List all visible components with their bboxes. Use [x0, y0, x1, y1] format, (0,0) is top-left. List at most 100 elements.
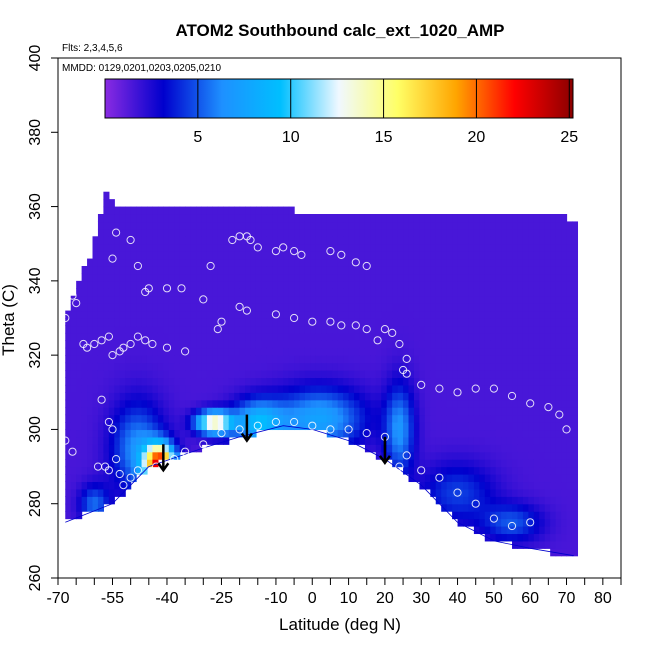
heatmap-cell: [92, 459, 99, 468]
heatmap-cell: [446, 340, 453, 349]
heatmap-cell: [87, 347, 94, 356]
heatmap-cell: [533, 295, 540, 304]
sample-point: [108, 425, 117, 434]
heatmap-cell: [452, 444, 459, 453]
heatmap-cell: [413, 474, 421, 483]
heatmap-cell: [392, 288, 399, 297]
heatmap-cell: [283, 251, 290, 260]
heatmap-cell: [108, 488, 115, 497]
heatmap-cell: [81, 399, 88, 408]
heatmap-cell: [457, 429, 464, 438]
heatmap-cell: [533, 370, 540, 379]
heatmap-cell: [283, 266, 290, 275]
heatmap-cell: [288, 340, 295, 349]
heatmap-cell: [413, 280, 421, 289]
heatmap-cell: [288, 332, 295, 341]
heatmap-cell: [157, 236, 164, 245]
heatmap-cell: [125, 466, 132, 475]
heatmap-cell: [501, 236, 508, 245]
heatmap-cell: [479, 243, 486, 252]
heatmap-cell: [528, 258, 535, 267]
heatmap-cell: [468, 474, 475, 483]
heatmap-cell: [441, 221, 448, 230]
heatmap-cell: [228, 325, 235, 334]
heatmap-cell: [386, 370, 393, 379]
heatmap-cell: [304, 303, 312, 312]
heatmap-cell: [512, 310, 519, 319]
heatmap-cell: [370, 407, 377, 416]
heatmap-cell: [435, 451, 442, 460]
heatmap-cell: [87, 362, 94, 371]
heatmap-cell: [266, 384, 273, 393]
heatmap-cell: [190, 355, 197, 364]
heatmap-cell: [517, 310, 524, 319]
heatmap-cell: [261, 236, 268, 245]
heatmap-cell: [463, 258, 470, 267]
heatmap-cell: [174, 355, 181, 364]
heatmap-cell: [544, 340, 551, 349]
heatmap-cell: [386, 355, 393, 364]
heatmap-cell: [196, 377, 203, 386]
heatmap-cell: [201, 377, 208, 386]
heatmap-cell: [517, 422, 524, 431]
heatmap-cell: [146, 318, 154, 327]
heatmap-cell: [294, 310, 301, 319]
heatmap-cell: [517, 228, 524, 237]
heatmap-cell: [484, 392, 491, 401]
heatmap-cell: [506, 340, 513, 349]
heatmap-cell: [539, 526, 546, 535]
heatmap-cell: [555, 280, 562, 289]
heatmap-cell: [354, 325, 361, 334]
heatmap-cell: [506, 243, 513, 252]
heatmap-cell: [452, 325, 459, 334]
heatmap-cell: [125, 295, 132, 304]
heatmap-cell: [326, 318, 333, 327]
heatmap-cell: [392, 295, 399, 304]
heatmap-cell: [103, 355, 110, 364]
heatmap-cell: [65, 481, 72, 490]
heatmap-cell: [294, 392, 301, 401]
heatmap-cell: [168, 295, 175, 304]
heatmap-cell: [364, 303, 371, 312]
heatmap-cell: [435, 280, 442, 289]
colorbar-tick-label: 25: [560, 129, 578, 146]
heatmap-cell: [168, 407, 175, 416]
heatmap-cell: [81, 392, 88, 401]
heatmap-cell: [146, 347, 154, 356]
heatmap-cell: [550, 258, 557, 267]
heatmap-cell: [326, 280, 333, 289]
heatmap-cell: [533, 518, 540, 527]
heatmap-cell: [163, 236, 170, 245]
heatmap-cell: [512, 318, 519, 327]
heatmap-cell: [468, 303, 475, 312]
heatmap-cell: [452, 407, 459, 416]
heatmap-cell: [103, 392, 110, 401]
heatmap-cell: [245, 295, 252, 304]
heatmap-cell: [103, 332, 110, 341]
heatmap-cell: [114, 377, 121, 386]
heatmap-cell: [392, 444, 399, 453]
heatmap-cell: [136, 436, 143, 445]
heatmap-cell: [533, 384, 540, 393]
heatmap-cell: [266, 332, 273, 341]
heatmap-cell: [310, 325, 317, 334]
heatmap-cell: [294, 303, 301, 312]
heatmap-cell: [419, 332, 426, 341]
heatmap-cell: [354, 266, 361, 275]
heatmap-cell: [185, 325, 192, 334]
heatmap-cell: [550, 429, 557, 438]
heatmap-cell: [566, 511, 573, 520]
heatmap-cell: [484, 488, 491, 497]
heatmap-cell: [223, 273, 230, 282]
heatmap-cell: [364, 347, 371, 356]
heatmap-cell: [255, 399, 263, 408]
heatmap-cell: [561, 459, 568, 468]
heatmap-cell: [65, 459, 72, 468]
heatmap-cell: [403, 407, 410, 416]
x-tick-label: 80: [594, 590, 612, 607]
heatmap-cell: [97, 451, 104, 460]
heatmap-cell: [473, 481, 480, 490]
sample-point: [213, 325, 222, 334]
heatmap-cell: [430, 444, 437, 453]
heatmap-cell: [315, 303, 322, 312]
